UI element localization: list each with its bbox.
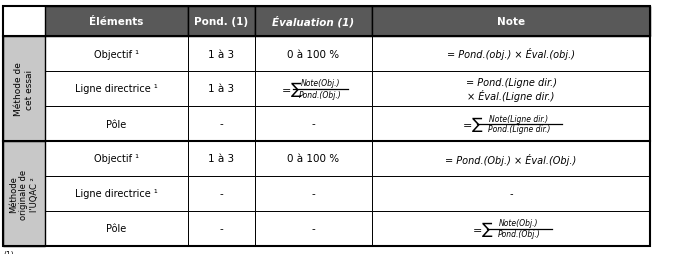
Bar xyxy=(188,107,255,141)
Bar xyxy=(255,7,372,37)
Bar xyxy=(3,141,45,246)
Text: Objectif ¹: Objectif ¹ xyxy=(94,154,139,164)
Text: 1 à 3: 1 à 3 xyxy=(208,49,235,59)
Text: Objectif ¹: Objectif ¹ xyxy=(94,49,139,59)
Text: 1 à 3: 1 à 3 xyxy=(208,154,235,164)
Text: 1 à 3: 1 à 3 xyxy=(208,84,235,94)
Bar xyxy=(372,107,650,141)
Bar xyxy=(45,37,188,72)
Text: = Pond.(Obj.) × Éval.(Obj.): = Pond.(Obj.) × Éval.(Obj.) xyxy=(445,153,577,165)
Text: Évaluation (1): Évaluation (1) xyxy=(273,16,355,28)
Text: Ligne directrice ¹: Ligne directrice ¹ xyxy=(75,84,158,94)
Text: Méthode de
cet essai: Méthode de cet essai xyxy=(14,62,34,116)
Text: Pond.(Obj.): Pond.(Obj.) xyxy=(299,90,342,99)
Text: Méthode
originale de
l'UQAC ²: Méthode originale de l'UQAC ² xyxy=(9,169,39,219)
Bar xyxy=(255,37,372,72)
Bar xyxy=(372,211,650,246)
Bar xyxy=(372,141,650,176)
Text: Pond.(Obj.): Pond.(Obj.) xyxy=(497,230,540,239)
Bar xyxy=(372,72,650,107)
Text: -: - xyxy=(509,189,513,199)
Bar xyxy=(45,176,188,211)
Bar xyxy=(255,72,372,107)
Text: -: - xyxy=(312,224,315,234)
Bar xyxy=(255,107,372,141)
Bar xyxy=(45,72,188,107)
Text: Pond.(Ligne dir.): Pond.(Ligne dir.) xyxy=(488,125,550,134)
Text: -: - xyxy=(219,119,224,129)
Text: = Pond.(obj.) × Éval.(obj.): = Pond.(obj.) × Éval.(obj.) xyxy=(447,48,575,60)
Text: Note: Note xyxy=(497,17,525,27)
Text: -: - xyxy=(219,224,224,234)
Text: -: - xyxy=(219,189,224,199)
Text: (1): (1) xyxy=(3,250,14,254)
Bar xyxy=(188,72,255,107)
Bar xyxy=(188,37,255,72)
Bar xyxy=(188,7,255,37)
Bar xyxy=(45,7,188,37)
Text: -: - xyxy=(312,119,315,129)
Text: = Pond.(Ligne dir.): = Pond.(Ligne dir.) xyxy=(466,78,557,88)
Bar xyxy=(188,211,255,246)
Bar xyxy=(45,107,188,141)
Bar xyxy=(372,37,650,72)
Bar xyxy=(45,211,188,246)
Bar xyxy=(255,141,372,176)
Text: -: - xyxy=(312,189,315,199)
Text: Pond. (1): Pond. (1) xyxy=(195,17,248,27)
Text: Note(Obj.): Note(Obj.) xyxy=(301,79,340,88)
Bar xyxy=(255,211,372,246)
Text: $=\!\sum$: $=\!\sum$ xyxy=(279,80,303,99)
Text: Éléments: Éléments xyxy=(89,17,144,27)
Bar xyxy=(372,176,650,211)
Text: Ligne directrice ¹: Ligne directrice ¹ xyxy=(75,189,158,199)
Text: $=\!\sum$: $=\!\sum$ xyxy=(471,219,495,238)
Bar xyxy=(372,7,650,37)
Bar xyxy=(188,176,255,211)
Text: 0 à 100 %: 0 à 100 % xyxy=(288,154,339,164)
Text: Note(Obj.): Note(Obj.) xyxy=(500,219,539,228)
Text: × Éval.(Ligne dir.): × Éval.(Ligne dir.) xyxy=(467,89,555,101)
Text: $=\!\sum$: $=\!\sum$ xyxy=(460,115,484,133)
Text: Pôle: Pôle xyxy=(106,224,127,234)
Bar xyxy=(3,37,45,141)
Text: 0 à 100 %: 0 à 100 % xyxy=(288,49,339,59)
Bar xyxy=(188,141,255,176)
Bar xyxy=(45,141,188,176)
Bar xyxy=(255,176,372,211)
Text: Pôle: Pôle xyxy=(106,119,127,129)
Text: Note(Ligne dir.): Note(Ligne dir.) xyxy=(489,114,549,123)
